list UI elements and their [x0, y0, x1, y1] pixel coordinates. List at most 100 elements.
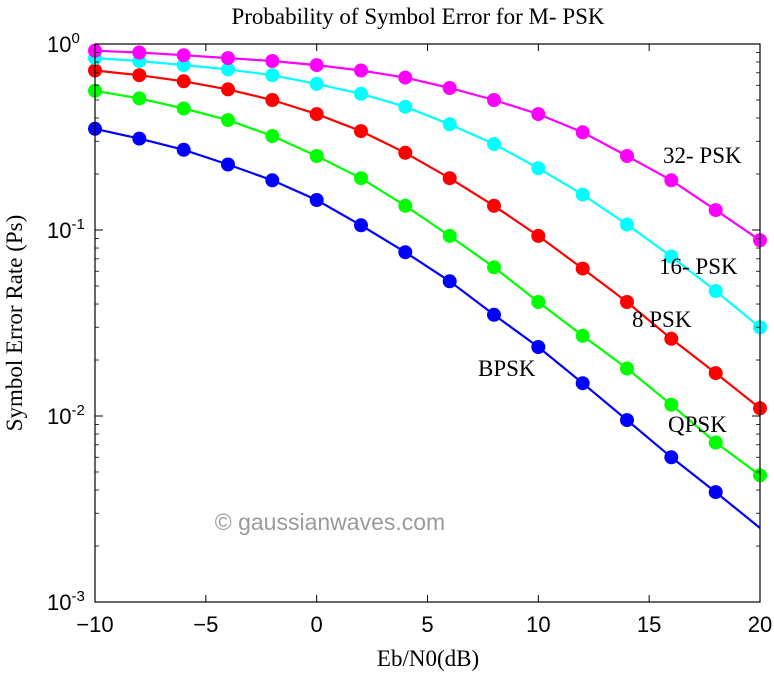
data-point-32-psk [531, 107, 546, 122]
data-point-bpsk [708, 485, 723, 500]
watermark: © gaussianwaves.com [215, 509, 445, 535]
series-line-16-psk [94, 57, 761, 329]
series-qpsk [88, 83, 767, 483]
x-tick-label: 15 [637, 612, 661, 637]
series-bpsk [88, 121, 761, 529]
series-16-psk [88, 51, 767, 335]
data-point-qpsk [664, 397, 679, 412]
x-axis-label: Eb/N0(dB) [377, 646, 479, 671]
data-point-8-psk [309, 107, 324, 122]
series-label-16-psk: 16- PSK [659, 254, 738, 279]
series-label-32-psk: 32- PSK [663, 143, 742, 168]
data-point-16-psk [708, 284, 723, 298]
data-point-32-psk [265, 54, 280, 68]
data-point-bpsk [132, 131, 147, 146]
series-label-8-psk: 8 PSK [632, 307, 692, 332]
axes: −10 −5 0 5 10 15 20 10-3 10-2 10-1 100 [47, 30, 772, 637]
x-tick-label: −5 [193, 612, 218, 637]
data-point-bpsk [531, 340, 546, 354]
data-point-16-psk [575, 187, 590, 202]
series-32-psk [88, 43, 767, 248]
x-tick-label: 10 [526, 612, 550, 637]
data-point-bpsk [309, 193, 324, 207]
data-point-32-psk [398, 70, 413, 85]
data-point-bpsk [664, 450, 679, 465]
data-point-bpsk [221, 157, 235, 172]
series-8-psk [88, 63, 767, 416]
data-point-bpsk [620, 413, 634, 428]
data-point-8-psk [442, 171, 457, 186]
series-labels: BPSK QPSK 8 PSK 16- PSK 32- PSK [478, 143, 742, 437]
data-point-8-psk [265, 93, 280, 107]
data-point-32-psk [664, 173, 679, 188]
data-point-8-psk [708, 366, 723, 381]
data-point-8-psk [531, 228, 546, 243]
y-tick-label: 100 [47, 30, 80, 57]
data-point-8-psk [354, 124, 368, 139]
data-point-qpsk [398, 198, 413, 213]
data-point-qpsk [132, 91, 147, 106]
data-point-qpsk [309, 149, 324, 163]
x-tick-label: −10 [76, 612, 113, 637]
data-point-qpsk [708, 435, 723, 450]
data-point-32-psk [708, 203, 723, 218]
plot-area [88, 43, 767, 529]
data-point-8-psk [221, 82, 235, 97]
data-point-8-psk [132, 68, 147, 83]
data-point-32-psk [487, 93, 501, 107]
data-point-8-psk [487, 198, 501, 213]
data-point-qpsk [354, 171, 368, 186]
data-point-bpsk [265, 173, 280, 188]
y-tick-label: 10-2 [47, 402, 85, 429]
data-point-bpsk [176, 142, 191, 157]
data-point-qpsk [531, 295, 546, 309]
data-point-qpsk [575, 328, 590, 343]
data-point-16-psk [176, 58, 191, 73]
data-point-16-psk [354, 86, 368, 101]
data-point-qpsk [221, 113, 235, 128]
series-line-bpsk [94, 127, 761, 529]
data-point-qpsk [487, 260, 501, 275]
y-tick-label: 10-3 [47, 588, 85, 615]
x-tick-label: 20 [748, 612, 772, 637]
data-point-16-psk [531, 161, 546, 176]
data-point-32-psk [442, 81, 457, 95]
series-line-32-psk [94, 49, 761, 242]
data-point-8-psk [620, 295, 634, 309]
data-point-32-psk [221, 51, 235, 66]
x-tick-label: 5 [421, 612, 433, 637]
data-point-bpsk [398, 245, 413, 260]
data-point-qpsk [265, 129, 280, 143]
data-point-8-psk [664, 331, 679, 346]
series-label-bpsk: BPSK [478, 356, 536, 381]
data-point-qpsk [176, 101, 191, 116]
data-point-8-psk [575, 261, 590, 276]
data-point-32-psk [620, 149, 634, 163]
data-point-32-psk [309, 58, 324, 73]
data-point-32-psk [132, 45, 147, 60]
data-point-qpsk [620, 361, 634, 376]
data-point-16-psk [398, 99, 413, 114]
data-point-bpsk [575, 376, 590, 391]
data-point-16-psk [487, 137, 501, 151]
series-label-qpsk: QPSK [668, 412, 727, 437]
data-point-16-psk [620, 217, 634, 232]
data-point-16-psk [221, 62, 235, 77]
data-point-8-psk [176, 74, 191, 89]
data-point-16-psk [265, 68, 280, 83]
data-point-bpsk [487, 307, 501, 322]
data-point-8-psk [398, 145, 413, 160]
y-axis-label: Symbol Error Rate (Ps) [2, 215, 27, 432]
y-tick-label: 10-1 [47, 216, 85, 243]
chart-title: Probability of Symbol Error for M- PSK [231, 4, 604, 29]
data-point-16-psk [309, 76, 324, 91]
data-point-32-psk [354, 63, 368, 78]
series-line-8-psk [94, 69, 761, 410]
data-point-32-psk [575, 125, 590, 140]
series-line-qpsk [94, 89, 761, 477]
data-point-32-psk [176, 48, 191, 63]
data-point-bpsk [354, 218, 368, 233]
x-tick-label: 0 [311, 612, 323, 637]
data-point-16-psk [442, 117, 457, 132]
